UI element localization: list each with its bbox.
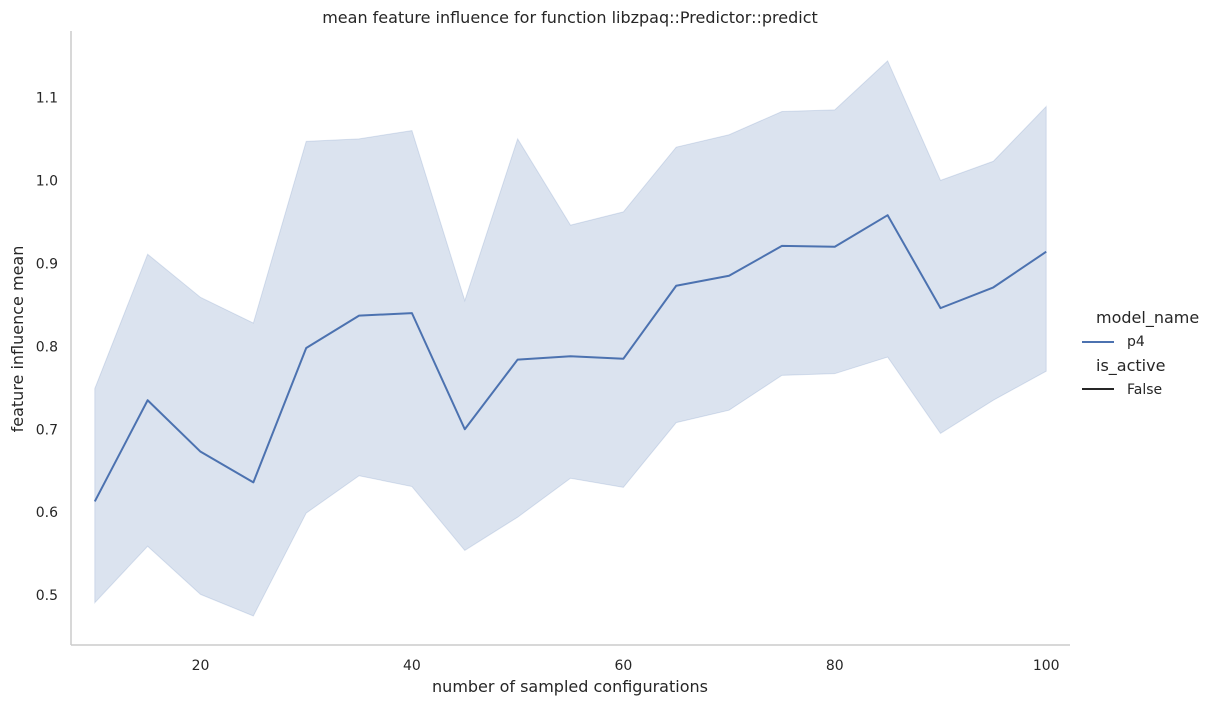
data-point: [1044, 250, 1048, 254]
y-tick-labels: 0.5 0.6 0.7 0.8 0.9 1.0 1.1: [36, 90, 58, 604]
data-point: [939, 306, 943, 310]
data-point: [410, 311, 414, 315]
x-tick-label: 100: [1033, 658, 1060, 674]
y-tick-label: 0.7: [36, 422, 58, 438]
chart-title: mean feature influence for function libz…: [322, 8, 818, 27]
legend-label-p4: p4: [1127, 334, 1145, 350]
y-tick-label: 0.5: [36, 588, 58, 604]
y-axis-title: feature influence mean: [8, 246, 27, 433]
x-tick-label: 20: [192, 658, 210, 674]
data-point: [199, 450, 203, 454]
y-tick-label: 0.6: [36, 505, 58, 521]
confidence-band-p4: [94, 60, 1047, 617]
x-tick-label: 60: [614, 658, 632, 674]
series-line-p4: [93, 214, 1047, 502]
data-point: [727, 274, 731, 278]
legend: model_name p4 is_active False: [1082, 308, 1199, 398]
data-point: [93, 499, 97, 503]
data-point: [621, 357, 625, 361]
x-tick-label: 80: [826, 658, 844, 674]
data-point: [991, 285, 995, 289]
x-tick-label: 40: [403, 658, 421, 674]
data-point: [463, 427, 467, 431]
y-tick-label: 0.9: [36, 256, 58, 272]
x-tick-labels: 20 40 60 80 100: [192, 658, 1060, 674]
data-point: [833, 245, 837, 249]
data-point: [251, 480, 255, 484]
legend-title-is-active: is_active: [1096, 356, 1165, 376]
data-point: [516, 358, 520, 362]
x-axis-title: number of sampled configurations: [432, 677, 708, 696]
data-point: [886, 213, 890, 217]
data-point: [357, 314, 361, 318]
y-tick-label: 1.1: [36, 90, 58, 106]
data-point: [780, 244, 784, 248]
plot-area: [93, 60, 1048, 617]
data-point: [569, 354, 573, 358]
data-point: [674, 284, 678, 288]
legend-title-model-name: model_name: [1096, 308, 1199, 328]
y-tick-label: 1.0: [36, 173, 58, 189]
data-point: [146, 398, 150, 402]
y-tick-label: 0.8: [36, 339, 58, 355]
legend-label-false: False: [1127, 382, 1162, 398]
data-point: [304, 346, 308, 350]
